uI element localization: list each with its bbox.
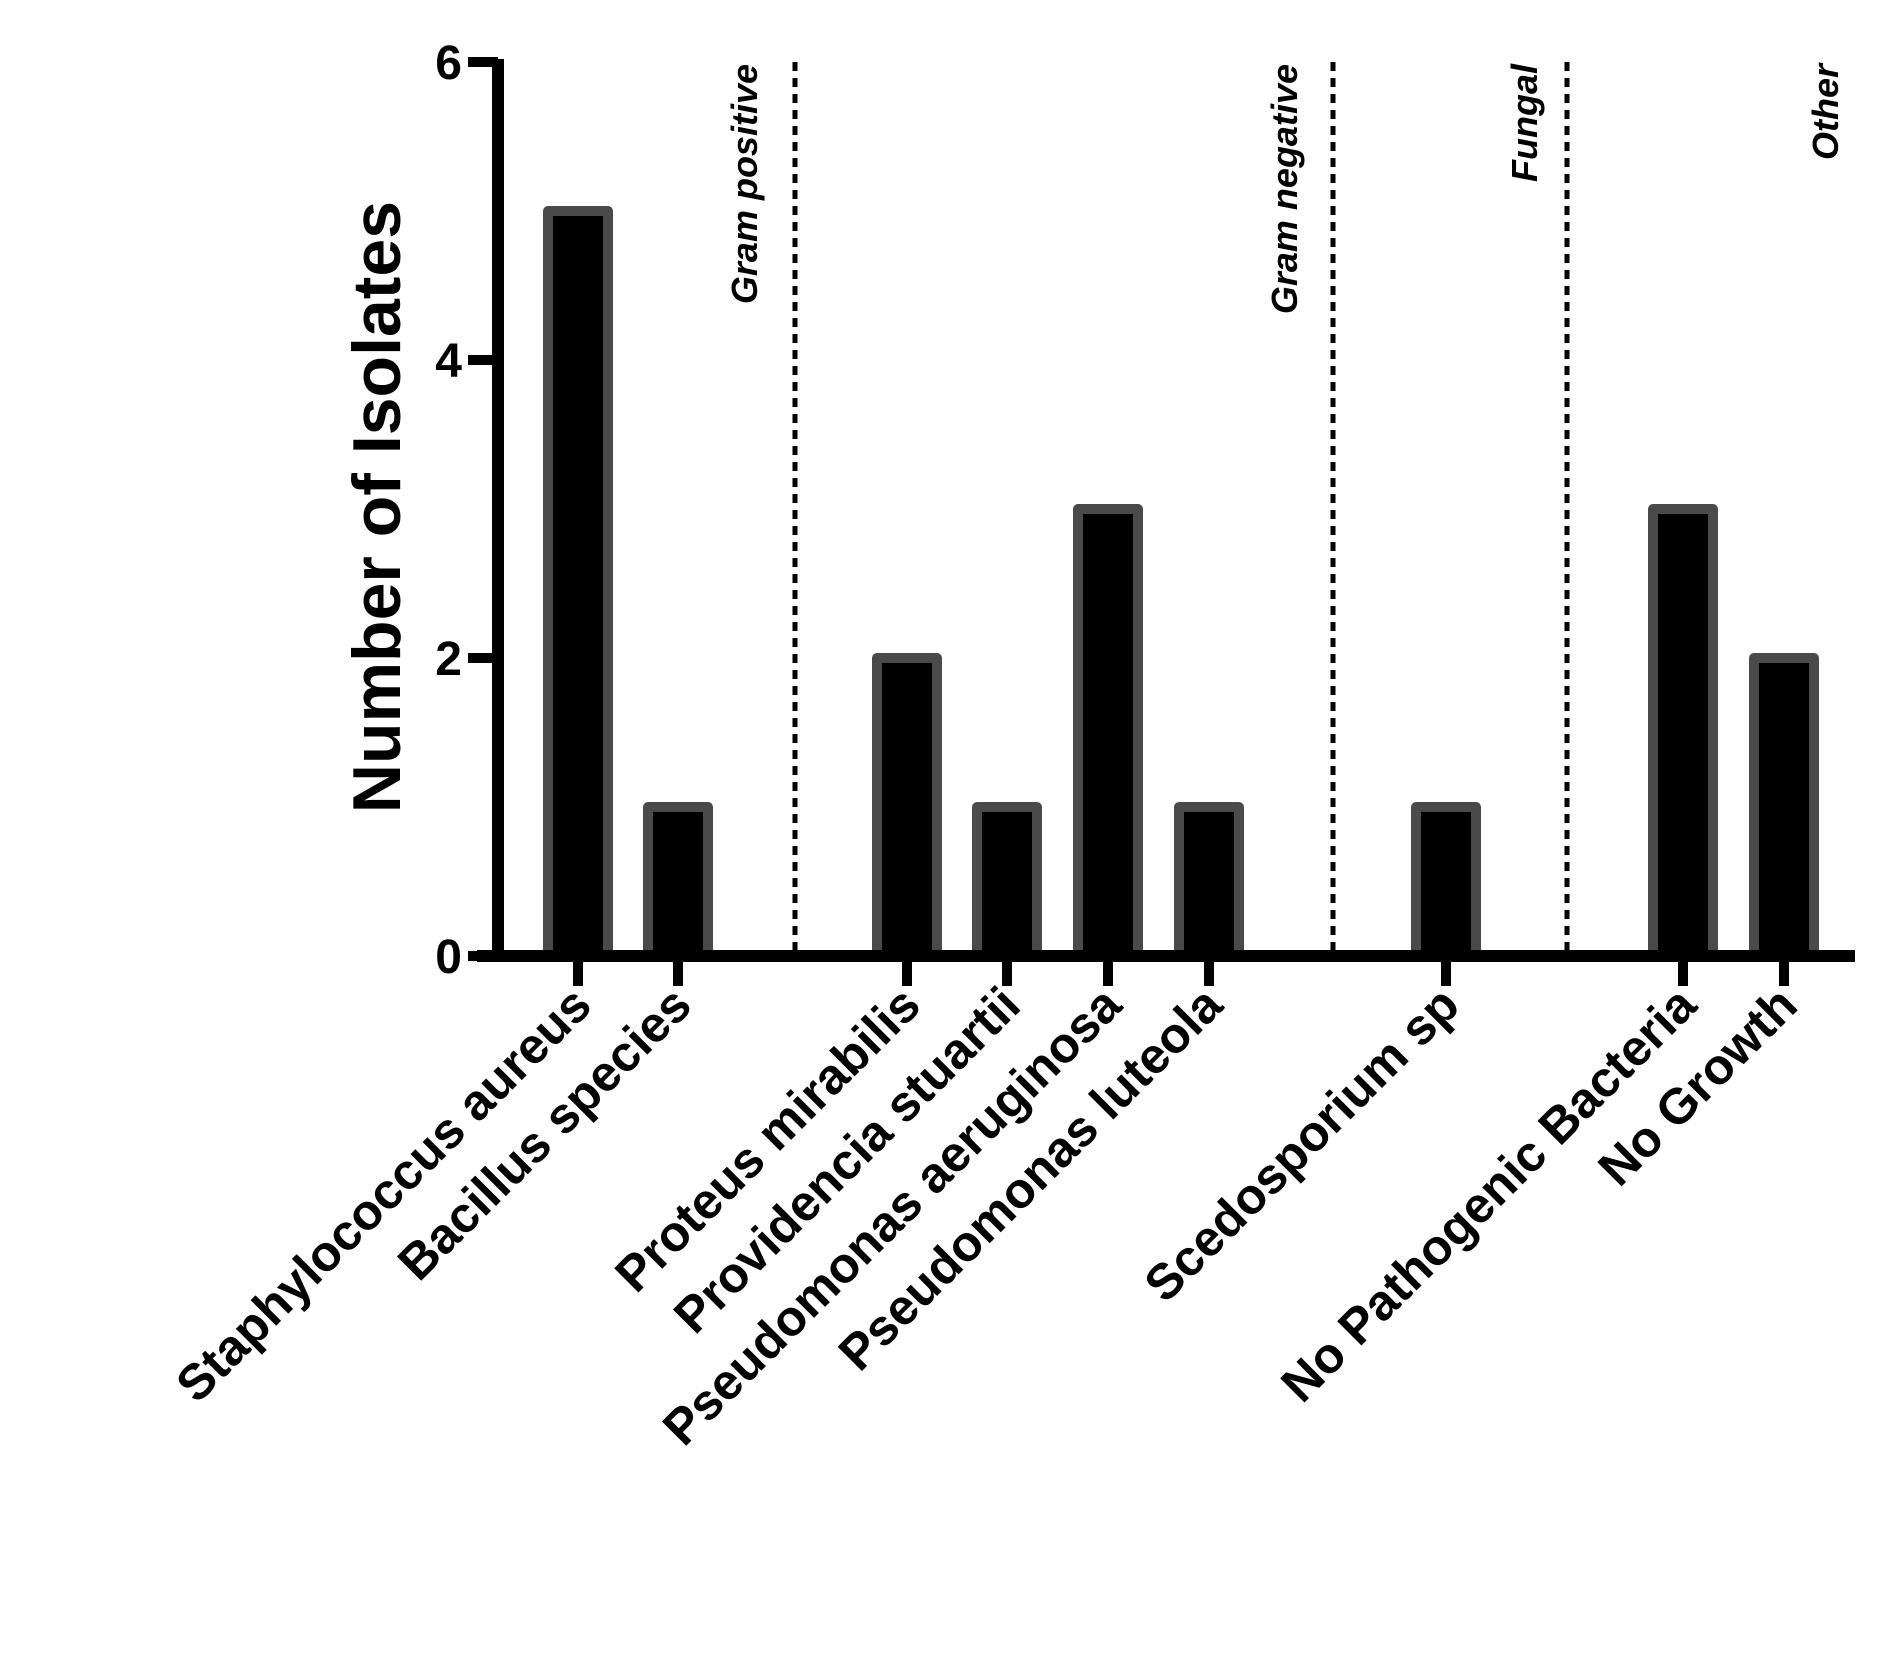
axes — [468, 57, 1855, 986]
bar-3 — [872, 653, 942, 961]
y-axis-label: Number of Isolates — [339, 201, 415, 813]
bar-8 — [1648, 504, 1718, 961]
x-category-label-1: Staphylococcus aureus — [165, 976, 602, 1413]
bar-4 — [972, 802, 1042, 961]
bar-5 — [1073, 504, 1143, 961]
group-label-3: Fungal — [1504, 63, 1545, 182]
bar-9 — [1749, 653, 1819, 961]
group-dividers — [792, 62, 1570, 956]
group-label-4: Other — [1805, 62, 1846, 160]
bar-7 — [1411, 802, 1481, 961]
bar-2 — [643, 802, 713, 961]
y-tick-label-6: 6 — [435, 37, 462, 90]
x-category-label-8: No Pathogenic Bacteria — [1270, 975, 1707, 1412]
y-tick-label-2: 2 — [435, 633, 462, 686]
y-tick-label-0: 0 — [435, 931, 462, 984]
bar-1 — [543, 206, 613, 961]
group-label-1: Gram positive — [724, 64, 765, 304]
y-tick-label-4: 4 — [435, 335, 462, 388]
group-label-2: Gram negative — [1264, 64, 1305, 314]
bars-layer — [543, 206, 1819, 961]
bar-6 — [1174, 802, 1244, 961]
